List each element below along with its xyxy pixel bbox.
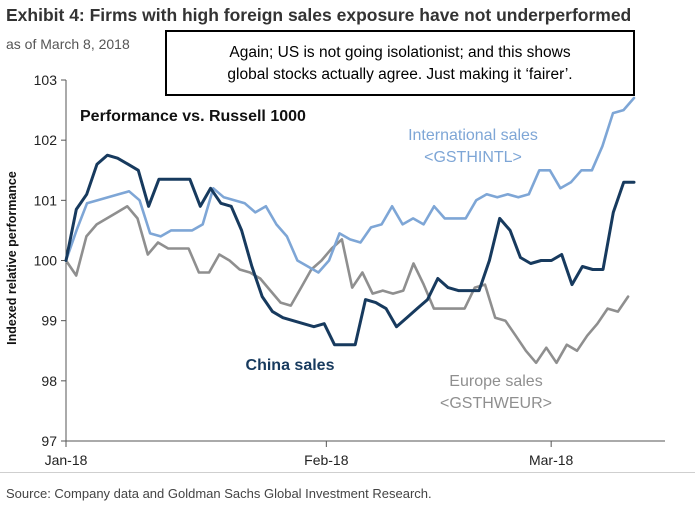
x-tick-label: Feb-18 [304, 452, 349, 468]
legend-europe-code: <GSTHWEUR> [440, 395, 552, 412]
legend-europe-name: Europe sales [449, 373, 542, 390]
legend-china-name: China sales [246, 357, 335, 374]
y-axis-label: Indexed relative performance [5, 171, 19, 345]
series-line-china [64, 153, 636, 347]
legend-label-china: China sales [246, 357, 335, 374]
legend-label-international: International sales <GSTHINTL> [408, 127, 538, 166]
x-tick-label: Jan-18 [45, 452, 88, 468]
y-tick-label: 102 [34, 132, 58, 148]
exhibit-title: Exhibit 4: Firms with high foreign sales… [6, 5, 632, 25]
series-line-international [64, 96, 636, 274]
x-tick-label: Mar-18 [529, 452, 574, 468]
series-line-europe [64, 205, 630, 365]
y-tick-label: 97 [41, 433, 57, 449]
y-tick-label: 100 [34, 253, 58, 269]
y-tick-label: 103 [34, 72, 58, 88]
callout-box: Again; US is not going isolationist; and… [165, 30, 635, 96]
footer-divider [0, 472, 695, 473]
callout-line-1: Again; US is not going isolationist; and… [229, 44, 571, 61]
series-group [64, 96, 636, 365]
chart-title: Performance vs. Russell 1000 [80, 108, 306, 125]
legend-label-europe: Europe sales <GSTHWEUR> [440, 373, 552, 412]
legend-international-name: International sales [408, 127, 538, 144]
y-tick-label: 101 [34, 192, 58, 208]
y-tick-label: 98 [41, 373, 57, 389]
y-tick-label: 99 [41, 313, 57, 329]
callout-line-2: global stocks actually agree. Just makin… [227, 66, 573, 83]
source-note: Source: Company data and Goldman Sachs G… [6, 486, 432, 501]
as-of-date: as of March 8, 2018 [6, 36, 130, 52]
legend-international-code: <GSTHINTL> [424, 149, 522, 166]
